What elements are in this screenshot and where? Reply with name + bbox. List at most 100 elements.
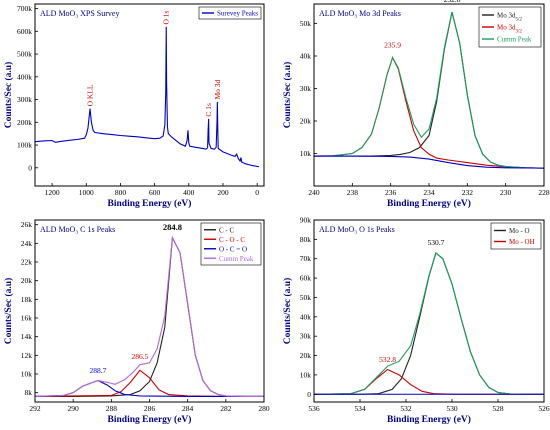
y-tick-label: 10k [300, 149, 312, 158]
plot-frame [313, 219, 545, 403]
series-line-unnamed-3 [314, 155, 545, 169]
x-tick-label: 288 [106, 404, 118, 413]
legend-label: Mo - OH [509, 238, 535, 246]
y-tick-label: 60k [300, 274, 312, 283]
y-tick-label: 10k [300, 370, 312, 379]
series-line-mo-3d3-2 [313, 56, 545, 169]
y-tick-label: 10k [21, 370, 33, 379]
legend-label: Mo - O [509, 227, 530, 235]
x-tick-label: 800 [115, 188, 127, 197]
peak-annotation: 235.9 [384, 41, 401, 50]
peak-annotation: 286.5 [132, 352, 149, 361]
chart-panel-4: 536 534 532 530 528 526 0 10k 20k 30k 40k 50k 60k 70k… [282, 216, 550, 426]
legend-label: C - O - C [219, 236, 245, 244]
y-tick-label: 18k [21, 295, 33, 304]
x-tick-label: 282 [220, 404, 232, 413]
x-tick-label: 600 [149, 188, 161, 197]
y-tick-label: 30k [300, 84, 312, 93]
x-tick-label: 400 [183, 188, 195, 197]
y-tick-label: 26k [21, 220, 33, 229]
plot-frame [34, 3, 265, 187]
series-line-mo-oh [313, 368, 544, 395]
peak-annotation: Mo 3d [213, 80, 222, 100]
peak-annotation: 532.8 [379, 355, 396, 364]
y-tick-label: 14k [21, 332, 33, 341]
legend-box [198, 6, 262, 20]
legend: C - C C - O - CO - C = O Cumm Peak [200, 222, 262, 266]
legend-box [478, 6, 542, 48]
x-tick-label: 0 [255, 188, 259, 197]
y-tick-label: 16k [21, 314, 33, 323]
x-tick-label: 238 [347, 188, 359, 197]
x-axis-label: Binding Energy (eV) [387, 198, 471, 209]
chart-title: ALD MoO₃ O 1s Peaks [319, 225, 395, 234]
x-axis-label: Binding Energy (eV) [108, 414, 192, 425]
y-tick-label: 20k [21, 276, 33, 285]
legend: Mo - O Mo - OH [490, 222, 542, 250]
x-axis-label: Binding Energy (eV) [108, 198, 192, 209]
x-tick-label: 200 [217, 188, 229, 197]
peak-annotation: 530.7 [427, 238, 444, 247]
y-tick-label: 100k [17, 141, 32, 150]
y-tick-label: 8k [25, 388, 33, 397]
peak-annotation: 284.8 [163, 222, 182, 232]
y-tick-label: 0 [307, 390, 311, 399]
legend: Surevey Peaks [198, 6, 262, 20]
series-line-cumm-peak [34, 235, 264, 397]
y-tick-label: 70k [300, 254, 312, 263]
x-tick-label: 286 [144, 404, 156, 413]
y-tick-label: 600k [17, 27, 32, 36]
peak-annotation: O 1s [162, 10, 171, 24]
y-tick-label: 40k [300, 312, 312, 321]
x-tick-label: 532 [400, 404, 412, 413]
chart-panel-1: 1200 1000 800 600 400 200 0 0 100k 200k 300k 400k 50… [3, 3, 265, 209]
x-tick-label: 530 [446, 404, 458, 413]
x-axis-label: Binding Energy (eV) [387, 414, 471, 425]
y-tick-label: 20k [300, 117, 312, 126]
x-tick-label: 232 [462, 188, 474, 197]
x-tick-label: 228 [538, 188, 550, 197]
y-tick-label: 90k [300, 216, 312, 225]
y-tick-label: 300k [17, 95, 32, 104]
x-tick-label: 234 [423, 188, 435, 197]
y-tick-label: 20k [300, 351, 312, 360]
legend-label: Surevey Peaks [217, 10, 258, 18]
chart-title: ALD MoO₃ C 1s Peaks [40, 225, 115, 234]
y-tick-label: 50k [300, 19, 312, 28]
y-tick-label: 24k [21, 239, 33, 248]
x-tick-label: 236 [385, 188, 397, 197]
chart-panel-2: 240 238 236 234 232 230 228 10k 20k 30k 40k 50k Bind… [282, 0, 550, 209]
x-tick-label: 240 [308, 188, 320, 197]
y-axis-label: Counts/Sec (a.u) [282, 278, 293, 345]
x-tick-label: 280 [258, 404, 270, 413]
series-line-unnamed-2 [313, 251, 545, 395]
y-tick-label: 0 [28, 163, 32, 172]
y-tick-label: 50k [300, 293, 312, 302]
x-tick-label: 528 [492, 404, 504, 413]
series-line-c-o-c [34, 369, 264, 397]
x-tick-label: 536 [308, 404, 320, 413]
x-tick-label: 1200 [45, 188, 60, 197]
peak-annotation: C 1s [204, 103, 213, 117]
chart-title: ALD MoO₃ XPS Survey [40, 9, 119, 18]
legend-label: Cumm Peak [219, 255, 254, 263]
y-tick-label: 40k [300, 52, 312, 61]
y-tick-label: 22k [21, 258, 33, 267]
y-tick-label: 200k [17, 118, 32, 127]
peak-annotation: 232.8 [444, 0, 461, 4]
y-tick-label: 30k [300, 332, 312, 341]
y-tick-label: 700k [17, 4, 32, 13]
y-tick-label: 12k [21, 351, 33, 360]
peak-annotation: 288.7 [90, 366, 107, 375]
legend-label: O - C = O [219, 245, 247, 253]
peak-annotation: O KLL [86, 84, 95, 106]
legend-box [490, 222, 542, 250]
legend-label: Cumm Peak [497, 36, 532, 44]
x-tick-label: 1000 [79, 188, 94, 197]
x-tick-label: 230 [500, 188, 512, 197]
x-tick-label: 284 [182, 404, 194, 413]
series-line-surevey-peaks [34, 26, 259, 168]
legend-label: Mo 3d3/2 [497, 24, 522, 35]
